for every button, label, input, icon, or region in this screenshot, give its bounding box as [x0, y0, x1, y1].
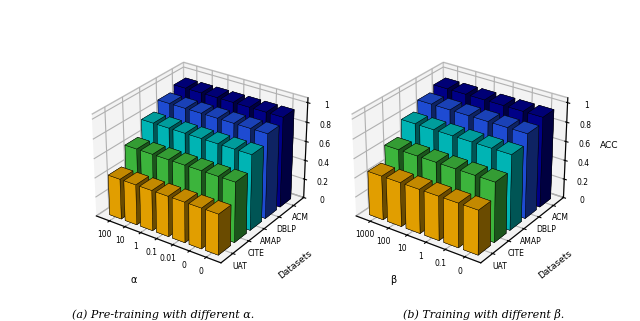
Text: (a) Pre-training with different α.: (a) Pre-training with different α. — [72, 309, 254, 320]
X-axis label: α: α — [131, 275, 137, 285]
X-axis label: β: β — [390, 275, 397, 285]
Y-axis label: Datasets: Datasets — [277, 249, 314, 281]
Text: (b) Training with different β.: (b) Training with different β. — [403, 309, 564, 320]
Y-axis label: Datasets: Datasets — [537, 249, 574, 281]
